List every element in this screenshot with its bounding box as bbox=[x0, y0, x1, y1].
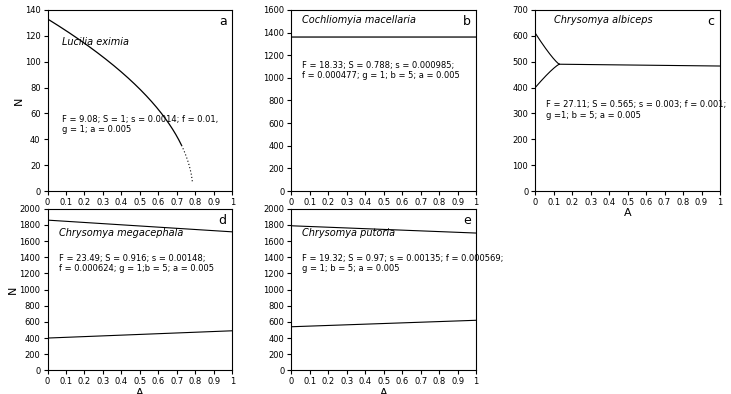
X-axis label: A: A bbox=[380, 388, 387, 394]
Text: Cochliomyia macellaria: Cochliomyia macellaria bbox=[303, 15, 417, 25]
Text: F = 23.49; S = 0.916; s = 0.00148;
f = 0.000624; g = 1;b = 5; a = 0.005: F = 23.49; S = 0.916; s = 0.00148; f = 0… bbox=[58, 254, 213, 273]
Text: d: d bbox=[219, 214, 227, 227]
Text: Chrysomya putoria: Chrysomya putoria bbox=[303, 228, 395, 238]
Text: F = 18.33; S = 0.788; s = 0.000985;
f = 0.000477; g = 1; b = 5; a = 0.005: F = 18.33; S = 0.788; s = 0.000985; f = … bbox=[303, 61, 461, 80]
X-axis label: A: A bbox=[136, 388, 144, 394]
Text: e: e bbox=[463, 214, 471, 227]
Text: b: b bbox=[463, 15, 471, 28]
Text: Chrysomya megacephala: Chrysomya megacephala bbox=[58, 228, 183, 238]
Text: Chrysomya albiceps: Chrysomya albiceps bbox=[554, 15, 652, 25]
Text: c: c bbox=[708, 15, 714, 28]
Text: F = 9.08; S = 1; s = 0.0014; f = 0.01,
g = 1; a = 0.005: F = 9.08; S = 1; s = 0.0014; f = 0.01, g… bbox=[62, 115, 219, 134]
Text: F = 27.11; S = 0.565; s = 0.003; f = 0.001;
g =1; b = 5; a = 0.005: F = 27.11; S = 0.565; s = 0.003; f = 0.0… bbox=[546, 100, 727, 120]
Text: Lucilia eximia: Lucilia eximia bbox=[62, 37, 129, 47]
Y-axis label: N: N bbox=[8, 285, 18, 294]
Y-axis label: N: N bbox=[13, 96, 23, 105]
Text: a: a bbox=[219, 15, 227, 28]
X-axis label: A: A bbox=[624, 208, 632, 218]
Text: F = 19.32; S = 0.97; s = 0.00135; f = 0.000569;
g = 1; b = 5; a = 0.005: F = 19.32; S = 0.97; s = 0.00135; f = 0.… bbox=[303, 254, 504, 273]
